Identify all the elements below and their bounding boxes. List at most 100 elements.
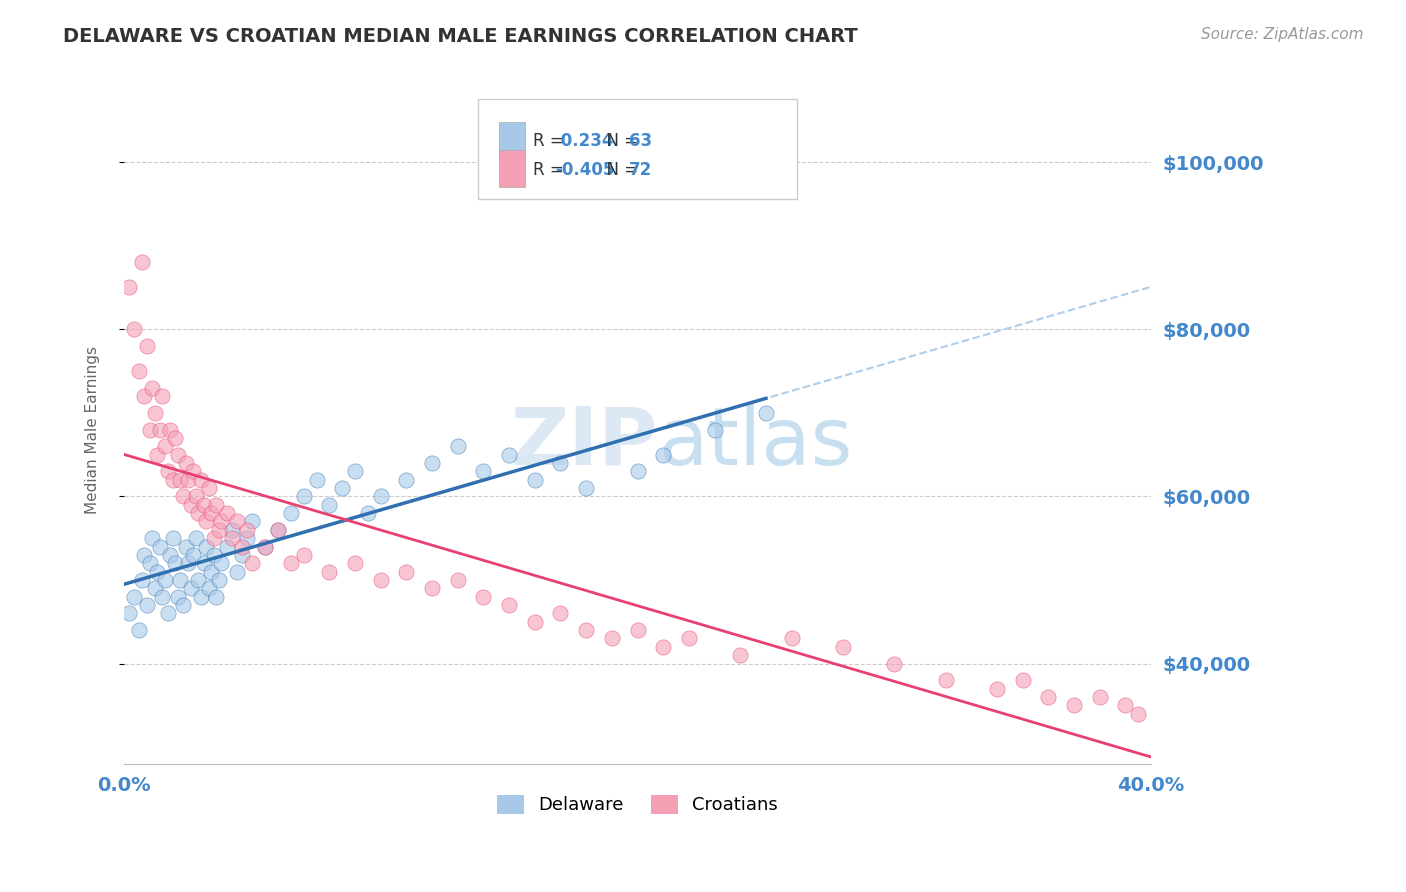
Point [184,531,207,545]
Point [190,473,212,487]
Point [200,506,222,520]
Point [174,456,197,470]
Point [215,540,238,554]
Point [292,548,315,562]
Point [254,540,277,554]
Point [935,673,957,688]
Point [197,481,219,495]
Point [883,657,905,671]
Point [122,322,145,336]
Point [267,523,290,537]
Point [236,531,259,545]
Point [118,280,141,294]
Point [143,406,166,420]
Point [240,556,263,570]
Point [172,598,194,612]
Point [318,565,340,579]
Point [395,565,418,579]
Point [153,439,176,453]
Point [240,515,263,529]
Point [523,615,546,629]
Point [652,640,675,654]
Point [202,548,225,562]
Point [626,464,648,478]
Point [225,515,247,529]
Point [575,481,598,495]
Point [165,556,187,570]
Point [1038,690,1060,704]
Point [280,556,302,570]
Point [472,590,495,604]
Text: N =: N = [596,132,644,150]
Point [211,515,233,529]
Point [780,632,803,646]
Point [177,556,200,570]
Point [626,623,648,637]
Point [231,540,253,554]
Point [153,573,176,587]
FancyBboxPatch shape [478,99,797,199]
Point [395,473,418,487]
Point [187,506,209,520]
Point [420,456,443,470]
Point [195,540,218,554]
Point [141,381,163,395]
Point [143,582,166,596]
Point [118,607,141,621]
Text: DELAWARE VS CROATIAN MEDIAN MALE EARNINGS CORRELATION CHART: DELAWARE VS CROATIAN MEDIAN MALE EARNING… [63,27,858,45]
Point [202,531,225,545]
Point [156,464,179,478]
Text: 63: 63 [630,132,652,150]
Point [156,607,179,621]
Point [652,448,675,462]
Text: ZIP: ZIP [510,404,658,482]
Point [181,548,204,562]
Point [986,681,1008,696]
Text: atlas: atlas [658,404,852,482]
Point [225,565,247,579]
Point [280,506,302,520]
Text: R =: R = [533,161,569,179]
Point [370,490,392,504]
Point [472,464,495,478]
Point [205,498,228,512]
Point [221,531,243,545]
Point [190,590,212,604]
Point [122,590,145,604]
Point [166,448,188,462]
Point [146,448,169,462]
Point [152,389,174,403]
Point [138,556,160,570]
Point [208,573,231,587]
Point [165,431,187,445]
Point [318,498,340,512]
Point [1114,698,1136,713]
Point [267,523,290,537]
Point [832,640,855,654]
Point [159,548,181,562]
Point [193,556,215,570]
Point [181,464,204,478]
Point [134,548,156,562]
Point [169,473,191,487]
Point [200,565,222,579]
Point [172,490,194,504]
Point [174,540,197,554]
Text: R =: R = [533,132,569,150]
Text: N =: N = [596,161,644,179]
Point [131,573,153,587]
Point [344,464,367,478]
Point [146,565,169,579]
Point [134,389,156,403]
Point [1128,706,1150,721]
Point [370,573,392,587]
Point [292,490,315,504]
Point [180,498,202,512]
Point [305,473,328,487]
Point [498,448,520,462]
Legend: Delaware, Croatians: Delaware, Croatians [489,788,786,822]
Point [420,582,443,596]
Point [344,556,367,570]
Point [550,607,572,621]
Point [600,632,623,646]
